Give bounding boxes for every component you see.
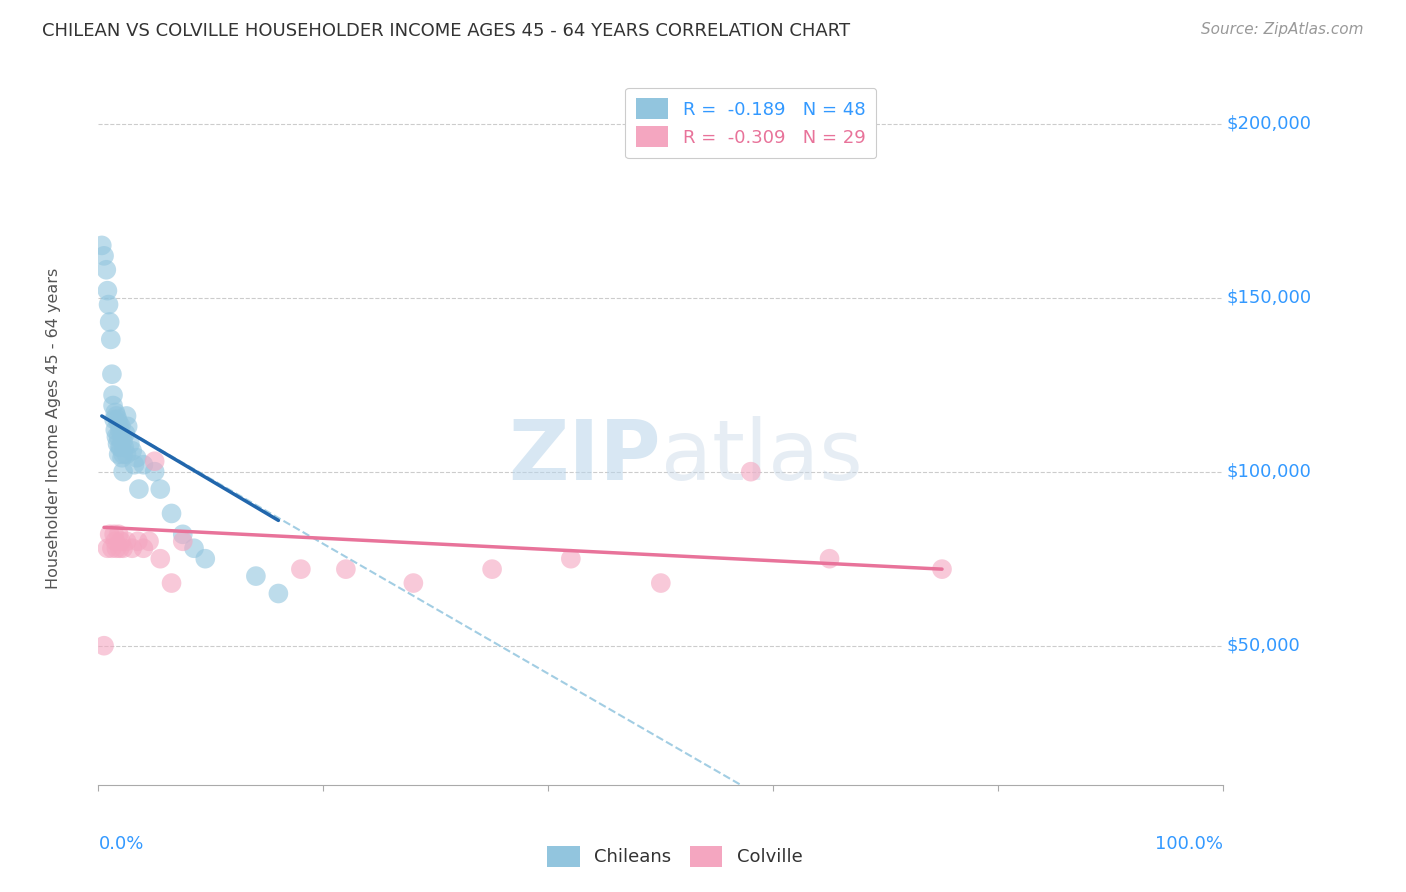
Legend: R =  -0.189   N = 48, R =  -0.309   N = 29: R = -0.189 N = 48, R = -0.309 N = 29 — [626, 87, 876, 158]
Point — [132, 458, 155, 472]
Text: $100,000: $100,000 — [1226, 463, 1312, 481]
Point — [112, 440, 135, 454]
Point — [194, 551, 217, 566]
Point — [96, 262, 118, 277]
Point — [111, 430, 134, 444]
Point — [121, 541, 143, 556]
Text: 100.0%: 100.0% — [1156, 835, 1223, 853]
Point — [104, 423, 127, 437]
Point — [98, 527, 121, 541]
Point — [160, 576, 183, 591]
Point — [107, 527, 129, 541]
Point — [112, 465, 135, 479]
Point — [115, 534, 138, 549]
Point — [100, 332, 122, 346]
Point — [172, 534, 194, 549]
Point — [481, 562, 503, 576]
Text: Source: ZipAtlas.com: Source: ZipAtlas.com — [1201, 22, 1364, 37]
Point — [103, 527, 125, 541]
Point — [143, 454, 166, 468]
Point — [143, 465, 166, 479]
Point — [172, 527, 194, 541]
Point — [103, 412, 125, 426]
Text: atlas: atlas — [661, 417, 862, 497]
Text: ZIP: ZIP — [509, 417, 661, 497]
Point — [112, 447, 135, 461]
Point — [110, 419, 132, 434]
Point — [111, 450, 134, 465]
Point — [117, 419, 139, 434]
Point — [107, 412, 129, 426]
Point — [105, 541, 128, 556]
Point — [112, 541, 135, 556]
Point — [90, 238, 112, 252]
Point — [183, 541, 205, 556]
Point — [118, 437, 141, 451]
Point — [149, 551, 172, 566]
Text: Householder Income Ages 45 - 64 years: Householder Income Ages 45 - 64 years — [46, 268, 60, 589]
Point — [267, 586, 290, 600]
Point — [104, 534, 127, 549]
Point — [402, 576, 425, 591]
Point — [107, 437, 129, 451]
Point — [110, 534, 132, 549]
Point — [107, 447, 129, 461]
Point — [101, 541, 124, 556]
Point — [149, 482, 172, 496]
Legend: Chileans, Colville: Chileans, Colville — [540, 838, 810, 874]
Point — [121, 443, 143, 458]
Point — [245, 569, 267, 583]
Point — [107, 416, 129, 430]
Point — [138, 534, 160, 549]
Text: $200,000: $200,000 — [1226, 114, 1312, 133]
Point — [110, 440, 132, 454]
Point — [740, 465, 762, 479]
Point — [160, 507, 183, 521]
Point — [290, 562, 312, 576]
Text: $150,000: $150,000 — [1226, 289, 1312, 307]
Point — [105, 430, 128, 444]
Point — [107, 430, 129, 444]
Point — [124, 458, 146, 472]
Point — [112, 434, 135, 448]
Point — [114, 426, 136, 441]
Point — [96, 284, 118, 298]
Point — [108, 440, 131, 454]
Point — [104, 405, 127, 419]
Point — [115, 409, 138, 423]
Point — [127, 534, 149, 549]
Point — [108, 541, 131, 556]
Point — [128, 482, 150, 496]
Point — [560, 551, 582, 566]
Point — [650, 576, 672, 591]
Point — [97, 297, 120, 311]
Point — [125, 450, 148, 465]
Point — [93, 249, 115, 263]
Point — [96, 541, 118, 556]
Point — [105, 409, 128, 423]
Text: 0.0%: 0.0% — [98, 835, 143, 853]
Point — [93, 639, 115, 653]
Text: $50,000: $50,000 — [1226, 637, 1301, 655]
Point — [115, 447, 138, 461]
Text: CHILEAN VS COLVILLE HOUSEHOLDER INCOME AGES 45 - 64 YEARS CORRELATION CHART: CHILEAN VS COLVILLE HOUSEHOLDER INCOME A… — [42, 22, 851, 40]
Point — [101, 368, 124, 382]
Point — [101, 399, 124, 413]
Point — [101, 388, 124, 402]
Point — [98, 315, 121, 329]
Point — [335, 562, 357, 576]
Point — [108, 423, 131, 437]
Point — [818, 551, 841, 566]
Point — [132, 541, 155, 556]
Point — [931, 562, 953, 576]
